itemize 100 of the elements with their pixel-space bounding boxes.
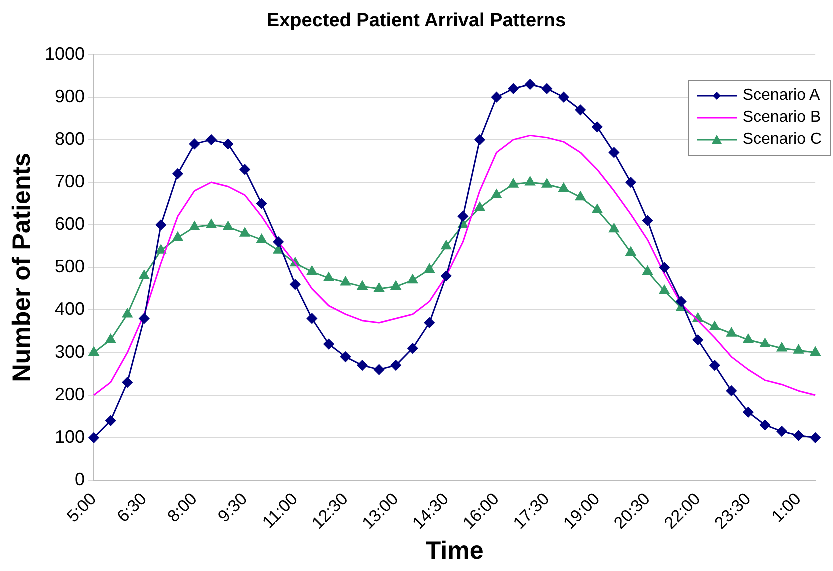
point — [760, 420, 770, 430]
point — [340, 276, 351, 286]
y-tick-label: 400 — [54, 299, 86, 320]
point — [592, 122, 603, 132]
point — [240, 228, 250, 237]
point — [374, 364, 385, 376]
x-tick-label: 8:00 — [164, 489, 201, 526]
point — [122, 377, 133, 388]
y-tick-label: 800 — [54, 128, 86, 149]
point — [256, 234, 267, 244]
point — [794, 344, 804, 354]
point — [156, 220, 166, 230]
point — [290, 279, 301, 290]
point — [508, 178, 519, 188]
point — [659, 262, 670, 273]
point — [190, 221, 200, 230]
point — [726, 328, 737, 337]
point — [558, 183, 569, 192]
point — [810, 347, 821, 356]
point — [492, 190, 502, 199]
point — [172, 232, 184, 242]
point — [608, 147, 620, 158]
point — [156, 244, 166, 254]
point — [441, 240, 452, 250]
point — [642, 266, 653, 276]
point — [139, 270, 150, 280]
y-axis-title: Number of Patients — [8, 153, 36, 382]
point — [642, 216, 654, 226]
point — [223, 221, 234, 230]
point — [206, 219, 217, 228]
point — [340, 352, 351, 362]
y-tick-label: 0 — [75, 469, 86, 490]
legend-label: Scenario A — [742, 86, 820, 106]
point — [273, 236, 284, 248]
point — [592, 204, 603, 214]
point — [424, 318, 435, 328]
point — [139, 313, 150, 324]
point — [441, 270, 452, 282]
point — [458, 211, 468, 222]
point — [525, 79, 536, 90]
point — [659, 285, 670, 294]
point — [189, 138, 200, 150]
point — [710, 360, 720, 371]
point — [776, 342, 788, 352]
point — [172, 168, 184, 180]
point — [525, 176, 536, 186]
point — [492, 92, 502, 103]
point — [810, 432, 821, 444]
x-tick-label: 5:00 — [63, 489, 100, 526]
point — [575, 104, 586, 116]
point — [307, 266, 318, 276]
point — [626, 247, 636, 256]
y-tick-label: 600 — [54, 214, 86, 234]
y-tick-label: 700 — [54, 171, 86, 192]
point — [710, 321, 720, 330]
point — [408, 274, 418, 284]
point — [88, 347, 100, 356]
point — [692, 334, 704, 346]
y-tick-label: 100 — [54, 426, 86, 447]
point — [776, 426, 788, 437]
point — [88, 432, 100, 444]
point — [542, 84, 552, 94]
x-axis-title: Time — [426, 536, 484, 565]
point — [391, 281, 402, 290]
point — [122, 308, 133, 318]
point — [306, 313, 318, 324]
point — [106, 416, 116, 426]
point — [609, 224, 620, 233]
point — [324, 339, 334, 350]
point — [676, 296, 687, 307]
y-tick-label: 300 — [54, 342, 86, 362]
point — [743, 334, 754, 344]
point — [357, 360, 368, 371]
point — [390, 360, 402, 371]
point — [324, 272, 334, 282]
point — [542, 178, 552, 188]
point — [726, 386, 737, 396]
x-tick-label: 9:30 — [214, 489, 252, 526]
point — [408, 343, 418, 354]
point — [424, 264, 435, 274]
y-tick-label: 500 — [54, 256, 86, 277]
legend-label: Scenario B — [742, 108, 822, 128]
point — [794, 430, 804, 442]
point — [223, 138, 234, 150]
chart-title: Expected Patient Arrival Patterns — [266, 10, 566, 32]
point — [357, 281, 368, 290]
point — [760, 338, 770, 348]
y-tick-label: 1000 — [44, 44, 86, 64]
legend-label: Scenario C — [742, 130, 822, 150]
point — [474, 202, 486, 212]
point — [106, 334, 116, 344]
point — [256, 198, 268, 210]
point — [626, 177, 636, 188]
point — [508, 84, 519, 94]
point — [240, 164, 250, 175]
point — [558, 92, 570, 103]
point — [206, 134, 217, 146]
point — [743, 407, 754, 418]
y-tick-label: 200 — [54, 384, 86, 404]
point — [474, 134, 486, 146]
